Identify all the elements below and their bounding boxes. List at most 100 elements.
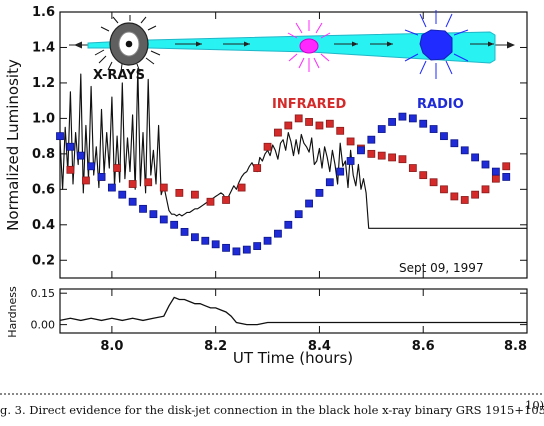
radio-point: [502, 173, 511, 181]
radio-point: [408, 114, 417, 123]
radio-point: [107, 183, 116, 192]
xray-disk-icon: [94, 15, 161, 73]
radio-point: [325, 178, 334, 187]
radio-point: [491, 167, 500, 176]
infrared-point: [253, 164, 262, 172]
radio-point: [149, 210, 158, 219]
jet-flow-arrow-1-head: [196, 41, 202, 47]
main-plot-layer: 0.2 0.4 0.6 0.8 1.0 1.2 1.4 1.6: [32, 5, 528, 278]
infrared-point: [315, 121, 324, 130]
radio-point: [460, 146, 469, 155]
jet-diagram: X-RAYS INFRARED RADIO: [69, 10, 515, 112]
observation-date: Sept 09, 1997: [399, 261, 484, 275]
infrared-point: [419, 171, 428, 180]
x-tick-label: 8.4: [308, 339, 331, 354]
radio-point: [336, 167, 345, 176]
main-y-tick-label: 1.0: [32, 111, 55, 126]
radio-point: [76, 151, 85, 160]
left-arrowhead: [74, 41, 82, 49]
hardness-y-tick-label: 0.00: [31, 319, 56, 332]
infrared-point: [144, 178, 153, 187]
infrared-point: [388, 153, 396, 162]
radio-point: [118, 190, 127, 199]
infrared-point: [294, 114, 303, 123]
radio-blob-core-icon: [419, 29, 453, 61]
radio-label: RADIO: [417, 97, 464, 112]
radio-point: [87, 162, 96, 171]
radio-point: [56, 132, 64, 141]
radio-point: [66, 142, 75, 151]
infrared-point: [274, 128, 282, 137]
hardness-series-line: [59, 296, 527, 326]
infrared-point: [398, 155, 407, 164]
infrared-point: [502, 162, 511, 171]
infrared-point: [325, 119, 334, 128]
infrared-point: [440, 185, 448, 194]
radio-point: [284, 220, 293, 229]
infrared-rays-icon: [287, 20, 331, 72]
infrared-point: [481, 185, 490, 194]
infrared-point: [206, 197, 215, 206]
infrared-point: [66, 165, 75, 174]
infrared-point: [128, 180, 137, 188]
radio-point: [253, 242, 262, 250]
figure-caption-superscript: 10): [525, 398, 544, 412]
figure-caption: g. 3. Direct evidence for the disk-jet c…: [0, 403, 544, 417]
right-arrowhead: [507, 41, 515, 49]
xrays-label: X-RAYS: [93, 68, 145, 83]
hardness-y-tick-label: 0.15: [31, 287, 56, 300]
xray-core-icon: [125, 40, 133, 48]
radio-point: [242, 245, 251, 254]
radio-point: [388, 118, 396, 126]
x-tick-label: 8.6: [412, 339, 435, 354]
radio-point: [429, 125, 438, 133]
radio-point: [346, 157, 355, 165]
radio-point: [377, 125, 386, 133]
main-y-tick-label: 1.2: [32, 76, 55, 91]
main-y-tick-label: 0.2: [32, 253, 55, 268]
main-y-tick-label: 1.4: [32, 40, 55, 55]
jet-flow-arrow-4-head: [387, 41, 393, 47]
radio-point: [481, 160, 490, 169]
infrared-point: [82, 176, 90, 185]
radio-point: [201, 236, 210, 245]
radio-point: [274, 229, 282, 238]
radio-point: [367, 135, 376, 144]
radio-blob-icon: [404, 10, 469, 79]
radio-point: [357, 146, 365, 155]
jet-flow-arrow-3-head: [352, 41, 358, 47]
infrared-point: [367, 149, 376, 158]
radio-point: [139, 204, 147, 213]
y-axis-title: Normalized Luminosity: [4, 59, 22, 231]
radio-point: [294, 210, 303, 219]
radio-point: [305, 199, 313, 208]
infrared-point: [159, 183, 168, 192]
main-y-tick-label: 0.6: [32, 182, 55, 197]
radio-point: [440, 132, 448, 141]
radio-point: [97, 173, 106, 181]
radio-point: [222, 243, 230, 252]
infrared-point: [408, 164, 417, 172]
radio-point: [315, 188, 324, 197]
radio-point: [232, 247, 241, 256]
infrared-point: [284, 121, 293, 130]
radio-point: [263, 236, 272, 245]
infrared-point: [346, 137, 355, 146]
infrared-point: [471, 190, 480, 199]
main-y-tick-label: 0.4: [32, 218, 55, 233]
main-y-tick-label: 1.6: [32, 5, 55, 20]
hardness-plot-layer: 8.0 8.2 8.4 8.6 8.8 0.15 0.00: [31, 287, 528, 354]
hardness-axis-title: Hardness: [6, 286, 19, 338]
radio-point: [211, 240, 220, 249]
x-tick-label: 8.0: [100, 339, 123, 354]
radio-point: [450, 139, 459, 148]
infrared-point: [336, 126, 345, 135]
radio-point: [180, 227, 189, 236]
radio-point: [419, 119, 428, 128]
infrared-point: [191, 190, 199, 199]
infrared-point: [305, 118, 313, 126]
infrared-blob-core-icon: [299, 38, 319, 54]
jet-flow-arrow-5-head: [488, 41, 494, 47]
